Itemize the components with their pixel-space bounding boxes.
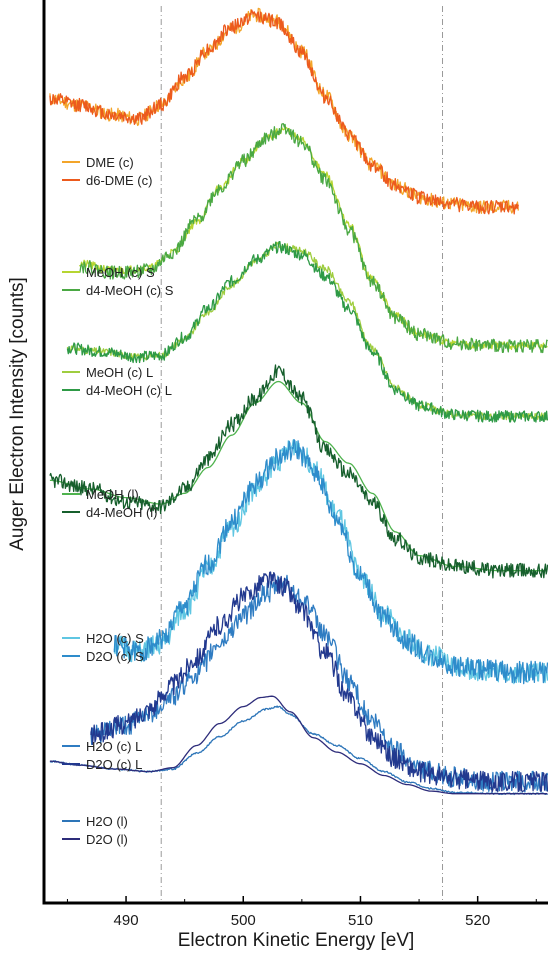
x-tick-label-490: 490 bbox=[114, 912, 139, 929]
legend-label-d2o-c-s: D2O (c) S bbox=[86, 649, 144, 664]
series-h2o-c-s bbox=[113, 439, 548, 685]
series-d2o-c-s bbox=[113, 438, 548, 685]
series-meoh-c-s bbox=[79, 126, 548, 351]
series-d4-meoh-l bbox=[49, 364, 548, 579]
legend-label-d2o-l: D2O (l) bbox=[86, 832, 128, 847]
series-d6-dme-c bbox=[49, 9, 519, 215]
series-meoh-l bbox=[49, 380, 548, 572]
legend-label-meoh-c-s: MeOH (c) S bbox=[86, 265, 155, 280]
legend-label-h2o-c-l: H2O (c) L bbox=[86, 739, 142, 754]
legend-label-d4-meoh-l: d4-MeOH (l) bbox=[86, 505, 158, 520]
legend-label-d4-meoh-c-s: d4-MeOH (c) S bbox=[86, 283, 174, 298]
x-tick-label-520: 520 bbox=[465, 912, 490, 929]
legend-label-d2o-c-l: D2O (c) L bbox=[86, 757, 142, 772]
x-axis-label: Electron Kinetic Energy [eV] bbox=[177, 930, 415, 951]
legend-label-meoh-c-l: MeOH (c) L bbox=[86, 365, 153, 380]
legend-label-h2o-c-s: H2O (c) S bbox=[86, 631, 144, 646]
series-d4-meoh-c-l bbox=[66, 241, 548, 423]
x-tick-label-500: 500 bbox=[231, 912, 256, 929]
legend-label-dme-c: DME (c) bbox=[86, 155, 134, 170]
legend-label-meoh-l: MeOH (l) bbox=[86, 487, 139, 502]
series-d4-meoh-c-s bbox=[78, 123, 548, 354]
legend-label-h2o-l: H2O (l) bbox=[86, 814, 128, 829]
series-d2o-c-l bbox=[90, 571, 548, 793]
legend-label-d6-dme-c: d6-DME (c) bbox=[86, 173, 152, 188]
legend-label-d4-meoh-c-l: d4-MeOH (c) L bbox=[86, 383, 172, 398]
series-d2o-l bbox=[49, 695, 548, 795]
series-h2o-c-l bbox=[90, 574, 548, 793]
x-tick-label-510: 510 bbox=[348, 912, 373, 929]
